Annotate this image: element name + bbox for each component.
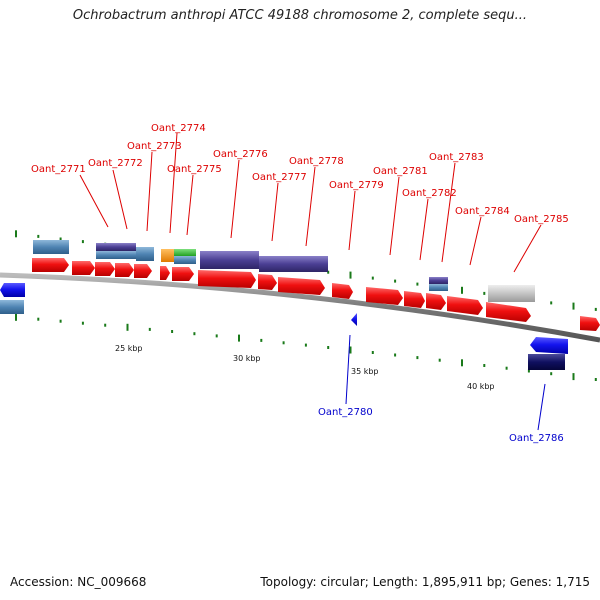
tick-marks-bottom [15, 313, 597, 381]
gene-label-forward: Oant_2771 [31, 164, 86, 175]
gene-label-reverse: Oant_2780 [318, 407, 373, 418]
gene-label-forward: Oant_2785 [514, 214, 569, 225]
gene-arrow-forward [426, 293, 446, 310]
gene-arrow-forward [198, 270, 256, 288]
feature-block [96, 243, 116, 251]
scale-label: 35 kbp [351, 367, 379, 376]
feature-block [0, 300, 24, 314]
gene-arrow-reverse [530, 337, 568, 354]
feature-block [116, 243, 136, 251]
gene-arrow-forward [134, 264, 152, 278]
leader-line [169, 132, 178, 234]
scale-label: 25 kbp [115, 344, 143, 353]
feature-block [488, 285, 535, 302]
gene-labels: Oant_2771 Oant_2772 Oant_2773 Oant_2774 … [31, 123, 569, 444]
gene-arrow-forward [366, 287, 403, 305]
leader-line [230, 159, 240, 239]
gene-arrow-forward [172, 267, 194, 281]
gene-label-forward: Oant_2778 [289, 156, 344, 167]
gene-arrow-reverse [0, 283, 25, 297]
gene-arrow-forward [115, 263, 134, 277]
leader-line [186, 174, 194, 236]
gene-label-forward: Oant_2784 [455, 206, 510, 217]
gene-label-forward: Oant_2781 [373, 166, 428, 177]
feature-block [136, 247, 154, 261]
scale-labels: 25 kbp 30 kbp 35 kbp 40 kbp [115, 344, 495, 391]
gene-label-forward: Oant_2779 [329, 180, 384, 191]
chromosome-backbone [0, 272, 600, 343]
leader-line [305, 166, 316, 247]
feature-block [259, 256, 328, 272]
genome-summary-text: Topology: circular; Length: 1,895,911 bp… [260, 575, 590, 589]
gene-arrow-forward [160, 266, 170, 280]
gene-label-forward: Oant_2772 [88, 158, 143, 169]
leader-line [389, 176, 400, 256]
gene-label-reverse: Oant_2786 [509, 433, 564, 444]
leader-line [537, 383, 546, 431]
gene-arrow-forward [32, 258, 69, 272]
gene-arrow-forward [447, 296, 483, 315]
leader-line [348, 190, 356, 251]
gene-label-forward: Oant_2775 [167, 164, 222, 175]
feature-block [429, 284, 448, 291]
gene-label-forward: Oant_2782 [402, 188, 457, 199]
feature-block [174, 249, 196, 256]
leader-line [112, 169, 128, 230]
reverse-genes [0, 283, 568, 354]
gene-arrow-forward [580, 316, 600, 331]
leader-line [271, 182, 279, 242]
leader-line [441, 162, 456, 263]
gene-arrow-forward [332, 283, 353, 299]
feature-blocks [0, 240, 565, 370]
gene-arrow-forward [486, 302, 531, 322]
gene-label-forward: Oant_2773 [127, 141, 182, 152]
feature-block [161, 249, 174, 262]
scale-label: 30 kbp [233, 354, 261, 363]
feature-block [528, 354, 565, 370]
gene-label-forward: Oant_2776 [213, 149, 268, 160]
gene-label-forward: Oant_2774 [151, 123, 206, 134]
gene-arrow-reverse [351, 313, 357, 326]
leader-line [513, 224, 542, 273]
gene-arrow-forward [278, 277, 325, 295]
gene-label-forward: Oant_2777 [252, 172, 307, 183]
leader-line [345, 334, 351, 405]
gene-arrow-forward [72, 261, 95, 275]
feature-block [174, 256, 196, 264]
leader-line [146, 151, 153, 232]
map-title: Ochrobactrum anthropi ATCC 49188 chromos… [72, 8, 528, 23]
leader-line [419, 198, 429, 261]
feature-block [33, 240, 69, 254]
label-leaders [79, 132, 546, 431]
gene-arrow-forward [258, 274, 277, 290]
gene-label-forward: Oant_2783 [429, 152, 484, 163]
accession-text: Accession: NC_009668 [10, 575, 147, 589]
leader-line [469, 216, 482, 266]
feature-block [429, 277, 448, 284]
scale-label: 40 kbp [467, 382, 495, 391]
gene-arrow-forward [404, 291, 425, 308]
forward-genes [32, 258, 600, 331]
gene-arrow-forward [95, 262, 115, 276]
leader-line [79, 174, 109, 228]
feature-block [96, 251, 136, 259]
feature-block [200, 251, 259, 269]
